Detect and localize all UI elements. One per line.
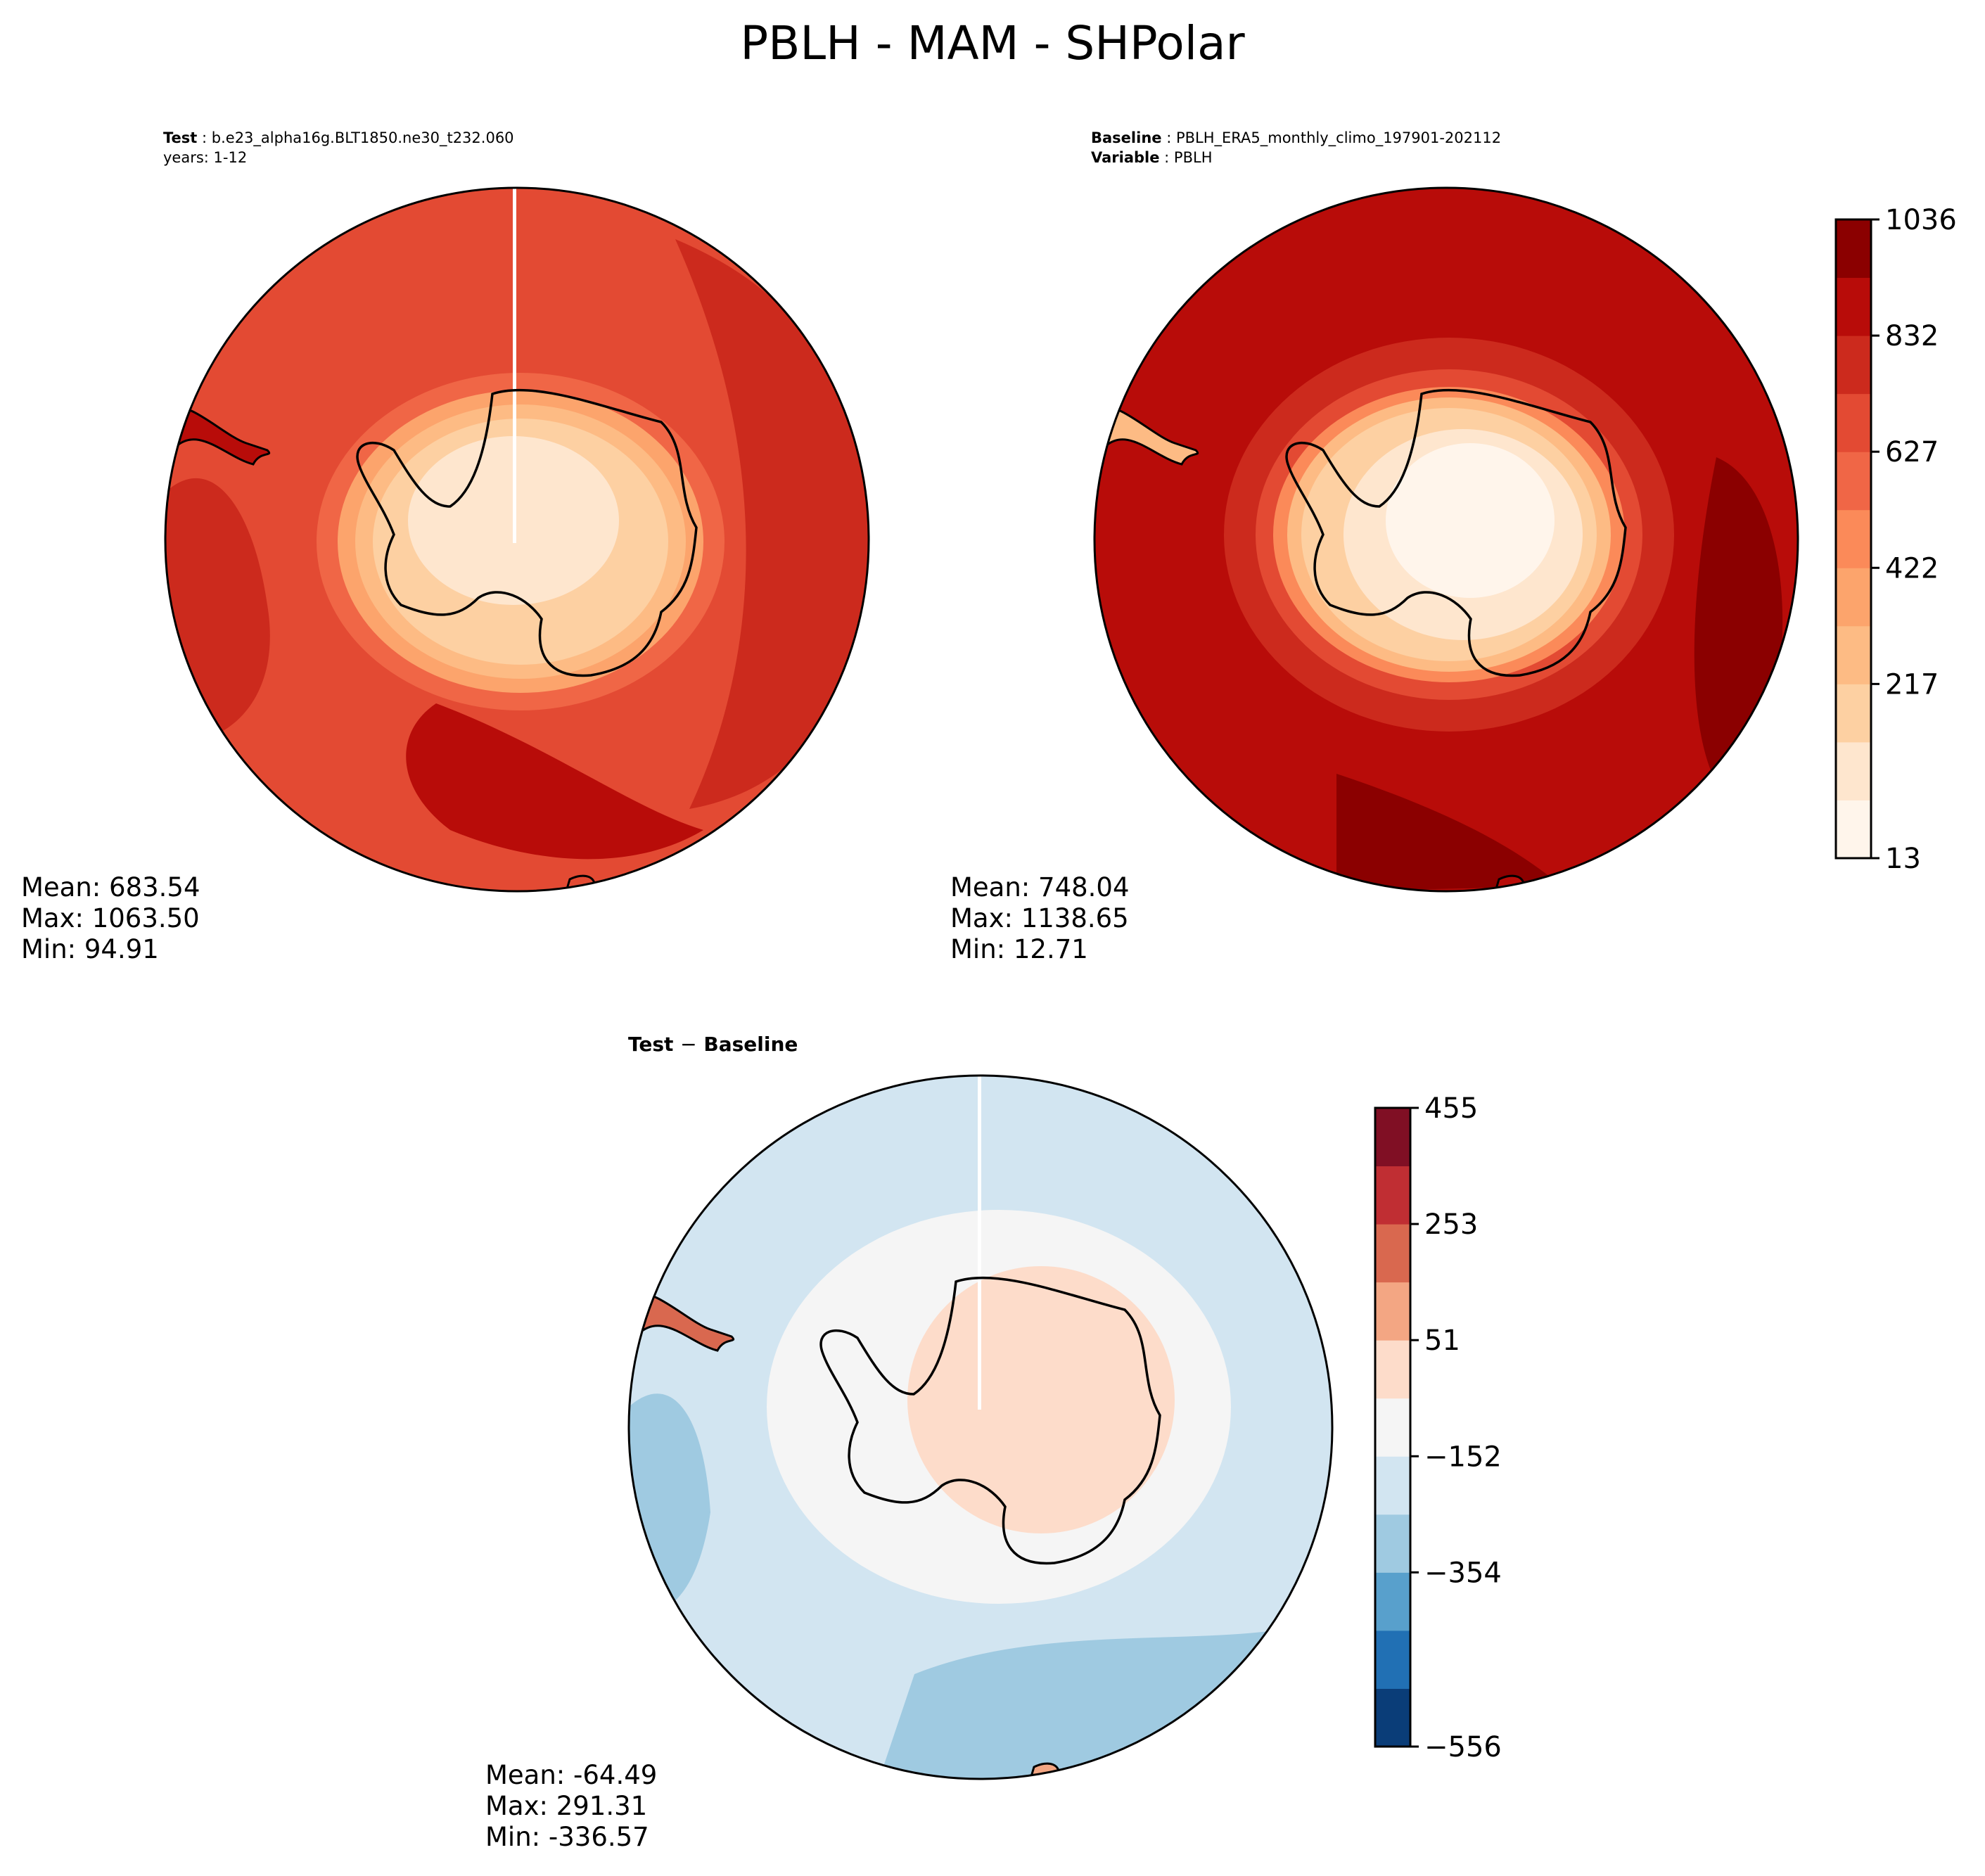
baseline-variable-key: Variable bbox=[1091, 149, 1160, 166]
test-label-value: b.e23_alpha16g.BLT1850.ne30_t232.060 bbox=[211, 129, 514, 146]
diff-colorbar-tick-label: 51 bbox=[1424, 1325, 1460, 1357]
test-seam-line bbox=[513, 188, 516, 543]
diff-stat-max: Max: 291.31 bbox=[485, 1791, 648, 1821]
main-colorbar-tick-label: 13 bbox=[1885, 843, 1921, 875]
diff-colorbar-tick-label: 253 bbox=[1424, 1208, 1478, 1241]
test-high-region-south bbox=[406, 703, 703, 860]
diff-stats: Mean: -64.49 Max: 291.31 Min: -336.57 bbox=[485, 1760, 657, 1853]
diff-colorbar-swatch bbox=[1375, 1282, 1410, 1341]
test-header: Test : b.e23_alpha16g.BLT1850.ne30_t232.… bbox=[163, 129, 514, 166]
baseline-map-border bbox=[1093, 186, 1799, 893]
main-colorbar-swatch bbox=[1836, 336, 1871, 395]
diff-map-border bbox=[627, 1074, 1334, 1780]
main-colorbar-tick-label: 627 bbox=[1885, 436, 1939, 468]
diff-colorbar: 455 253 51 −152 −354 −556 bbox=[1374, 1092, 1502, 1763]
baseline-map bbox=[1093, 186, 1799, 893]
diff-colorbar-tick-label: 455 bbox=[1424, 1092, 1478, 1125]
diff-title-minus: − bbox=[680, 1033, 697, 1056]
test-stat-min: Min: 94.91 bbox=[21, 934, 159, 964]
diff-colorbar-swatch bbox=[1375, 1688, 1410, 1747]
baseline-contour-7 bbox=[1386, 443, 1555, 598]
figure-title: PBLH - MAM - SHPolar bbox=[740, 16, 1245, 70]
diff-colorbar-tick-label: −152 bbox=[1424, 1441, 1502, 1473]
diff-title: Test − Baseline bbox=[628, 1033, 798, 1056]
test-stats: Mean: 683.54 Max: 1063.50 Min: 94.91 bbox=[21, 872, 200, 965]
diff-seam-line bbox=[978, 1076, 981, 1410]
diff-map bbox=[627, 1074, 1334, 1780]
diff-title-baseline: Baseline bbox=[703, 1033, 798, 1056]
main-colorbar-swatch bbox=[1836, 568, 1871, 627]
baseline-highest-region-south bbox=[1336, 774, 1562, 891]
main-colorbar-tick-label: 422 bbox=[1885, 552, 1939, 585]
diff-title-test: Test bbox=[628, 1033, 674, 1056]
diff-south-america-tip bbox=[634, 1292, 734, 1352]
main-colorbar-tick-label: 217 bbox=[1885, 668, 1939, 701]
main-colorbar-swatch bbox=[1836, 452, 1871, 511]
diff-colorbar-swatch bbox=[1375, 1456, 1410, 1515]
test-years: years: 1-12 bbox=[163, 149, 248, 166]
main-colorbar-swatch bbox=[1836, 684, 1871, 743]
diff-colorbar-tick-label: −354 bbox=[1424, 1557, 1502, 1589]
diff-colorbar-border bbox=[1374, 1106, 1412, 1748]
main-colorbar-border bbox=[1834, 218, 1872, 860]
main-colorbar-swatch bbox=[1836, 393, 1871, 452]
diff-stat-min: Min: -336.57 bbox=[485, 1822, 649, 1852]
test-label-key: Test bbox=[163, 129, 198, 146]
baseline-stat-min: Min: 12.71 bbox=[950, 934, 1088, 964]
main-colorbar-swatch bbox=[1836, 509, 1871, 568]
test-antarctica-coastline bbox=[356, 388, 698, 677]
baseline-stat-max: Max: 1138.65 bbox=[950, 903, 1129, 933]
diff-colorbar-swatch bbox=[1375, 1108, 1410, 1167]
diff-colorbar-swatch bbox=[1375, 1514, 1410, 1573]
test-map bbox=[164, 186, 870, 893]
test-stat-max: Max: 1063.50 bbox=[21, 903, 200, 933]
baseline-stats: Mean: 748.04 Max: 1138.65 Min: 12.71 bbox=[950, 872, 1130, 965]
test-high-region-east bbox=[675, 239, 869, 809]
baseline-header: Baseline : PBLH_ERA5_monthly_climo_19790… bbox=[1091, 129, 1502, 166]
diff-colorbar-swatch bbox=[1375, 1630, 1410, 1689]
main-colorbar-swatch bbox=[1836, 625, 1871, 684]
main-colorbar-swatch bbox=[1836, 277, 1871, 336]
baseline-antarctica-coastline bbox=[1285, 388, 1627, 677]
diff-colorbar-swatch bbox=[1375, 1224, 1410, 1283]
main-colorbar-swatch bbox=[1836, 800, 1871, 859]
baseline-south-america-tip bbox=[1100, 406, 1199, 466]
baseline-stat-mean: Mean: 748.04 bbox=[950, 872, 1130, 902]
diff-stat-mean: Mean: -64.49 bbox=[485, 1760, 658, 1790]
main-colorbar: 1036 832 627 422 217 13 bbox=[1834, 204, 1957, 875]
diff-colorbar-swatch bbox=[1375, 1340, 1410, 1399]
main-colorbar-tick-label: 1036 bbox=[1885, 204, 1957, 236]
diff-colorbar-swatch bbox=[1375, 1572, 1410, 1631]
main-colorbar-swatch bbox=[1836, 219, 1871, 279]
baseline-label-key: Baseline bbox=[1091, 129, 1162, 146]
test-map-border bbox=[164, 186, 870, 893]
baseline-variable-value: PBLH bbox=[1173, 149, 1213, 166]
diff-colorbar-swatch bbox=[1375, 1398, 1410, 1457]
test-south-america-tip bbox=[171, 406, 270, 466]
diff-positive-land bbox=[907, 1266, 1175, 1533]
main-colorbar-swatch bbox=[1836, 741, 1871, 800]
main-colorbar-tick-label: 832 bbox=[1885, 320, 1939, 352]
test-stat-mean: Mean: 683.54 bbox=[21, 872, 200, 902]
diff-colorbar-tick-label: −556 bbox=[1424, 1731, 1502, 1763]
baseline-label-value: PBLH_ERA5_monthly_climo_197901-202112 bbox=[1175, 129, 1502, 146]
diff-antarctica-coastline bbox=[819, 1276, 1161, 1565]
diff-colorbar-swatch bbox=[1375, 1166, 1410, 1225]
